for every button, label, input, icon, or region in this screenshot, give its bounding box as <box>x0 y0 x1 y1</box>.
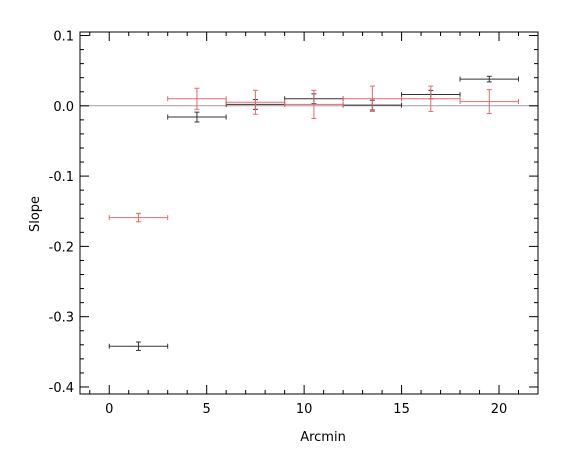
data-point <box>108 212 169 223</box>
x-tick-label: 5 <box>203 402 211 417</box>
series-2 <box>108 85 520 223</box>
y-tick-label: 0.1 <box>53 30 74 45</box>
data-point <box>108 341 169 351</box>
y-tick-label: -0.1 <box>49 170 74 185</box>
x-axis-label: Arcmin <box>300 430 346 445</box>
y-tick-label: -0.3 <box>49 311 74 326</box>
y-tick-label: -0.2 <box>49 240 74 255</box>
y-tick-label: 0.0 <box>53 100 74 115</box>
data-point <box>167 111 227 123</box>
plot-frame <box>79 31 539 395</box>
data-point <box>459 89 520 115</box>
series-layer <box>108 75 520 351</box>
data-point <box>342 85 403 112</box>
axes-layer: 0 5 10 15 20 -0.4 -0.3 -0.2 -0.1 0.0 0.1 <box>49 30 539 417</box>
data-point <box>401 85 461 112</box>
data-point <box>167 87 227 110</box>
labels-layer: Arcmin Slope <box>28 196 346 445</box>
y-tick-label: -0.4 <box>49 381 74 396</box>
y-axis-label: Slope <box>28 196 43 232</box>
x-tick-label: 0 <box>105 402 113 417</box>
x-tick-label: 15 <box>393 402 410 417</box>
x-tick-label: 10 <box>296 402 313 417</box>
data-point <box>284 89 344 119</box>
x-tick-label: 20 <box>491 402 508 417</box>
data-point <box>459 75 520 83</box>
data-point <box>225 89 286 115</box>
